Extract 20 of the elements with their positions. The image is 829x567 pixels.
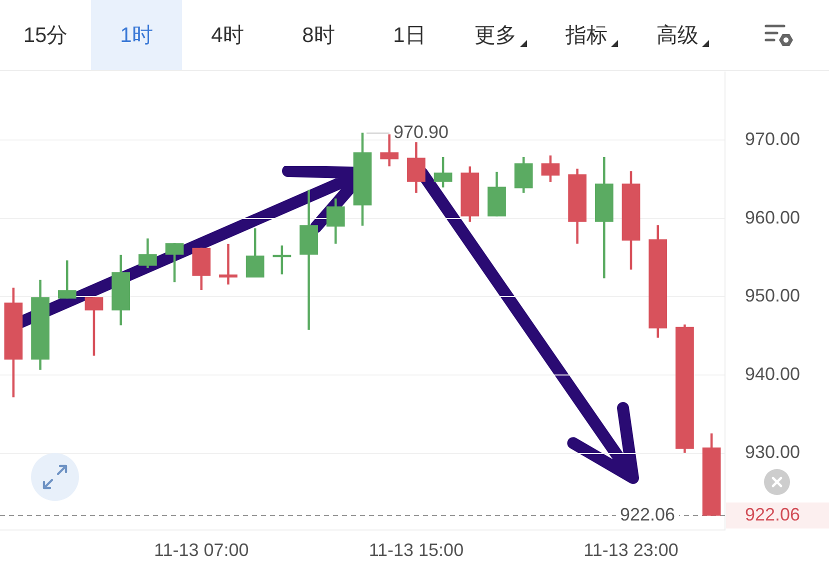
- x-tick-label: 11-13 23:00: [584, 540, 678, 560]
- text: 922.06: [745, 504, 800, 524]
- text: 1时: [120, 23, 153, 49]
- x-tick-label: 11-13 07:00: [154, 540, 249, 560]
- text: 15分: [23, 23, 68, 49]
- y-tick-label: 940.00: [745, 364, 800, 384]
- candlestick: [219, 244, 238, 284]
- text: 1日: [393, 23, 426, 49]
- x-tick-label: 11-13 15:00: [368, 540, 464, 560]
- y-tick-label: 970.00: [745, 129, 800, 150]
- annotation: 970.90: [394, 122, 449, 142]
- y-tick-label: 930.00: [745, 442, 800, 462]
- text: 更多: [474, 23, 516, 49]
- text: 指标: [566, 23, 608, 49]
- text: 高级: [656, 23, 698, 49]
- text: 4时: [211, 23, 244, 49]
- ref-line-label: 922.06: [620, 504, 676, 524]
- text: 8时: [302, 23, 335, 49]
- y-tick-label: 950.00: [745, 286, 800, 306]
- y-tick-label: 960.00: [745, 207, 800, 228]
